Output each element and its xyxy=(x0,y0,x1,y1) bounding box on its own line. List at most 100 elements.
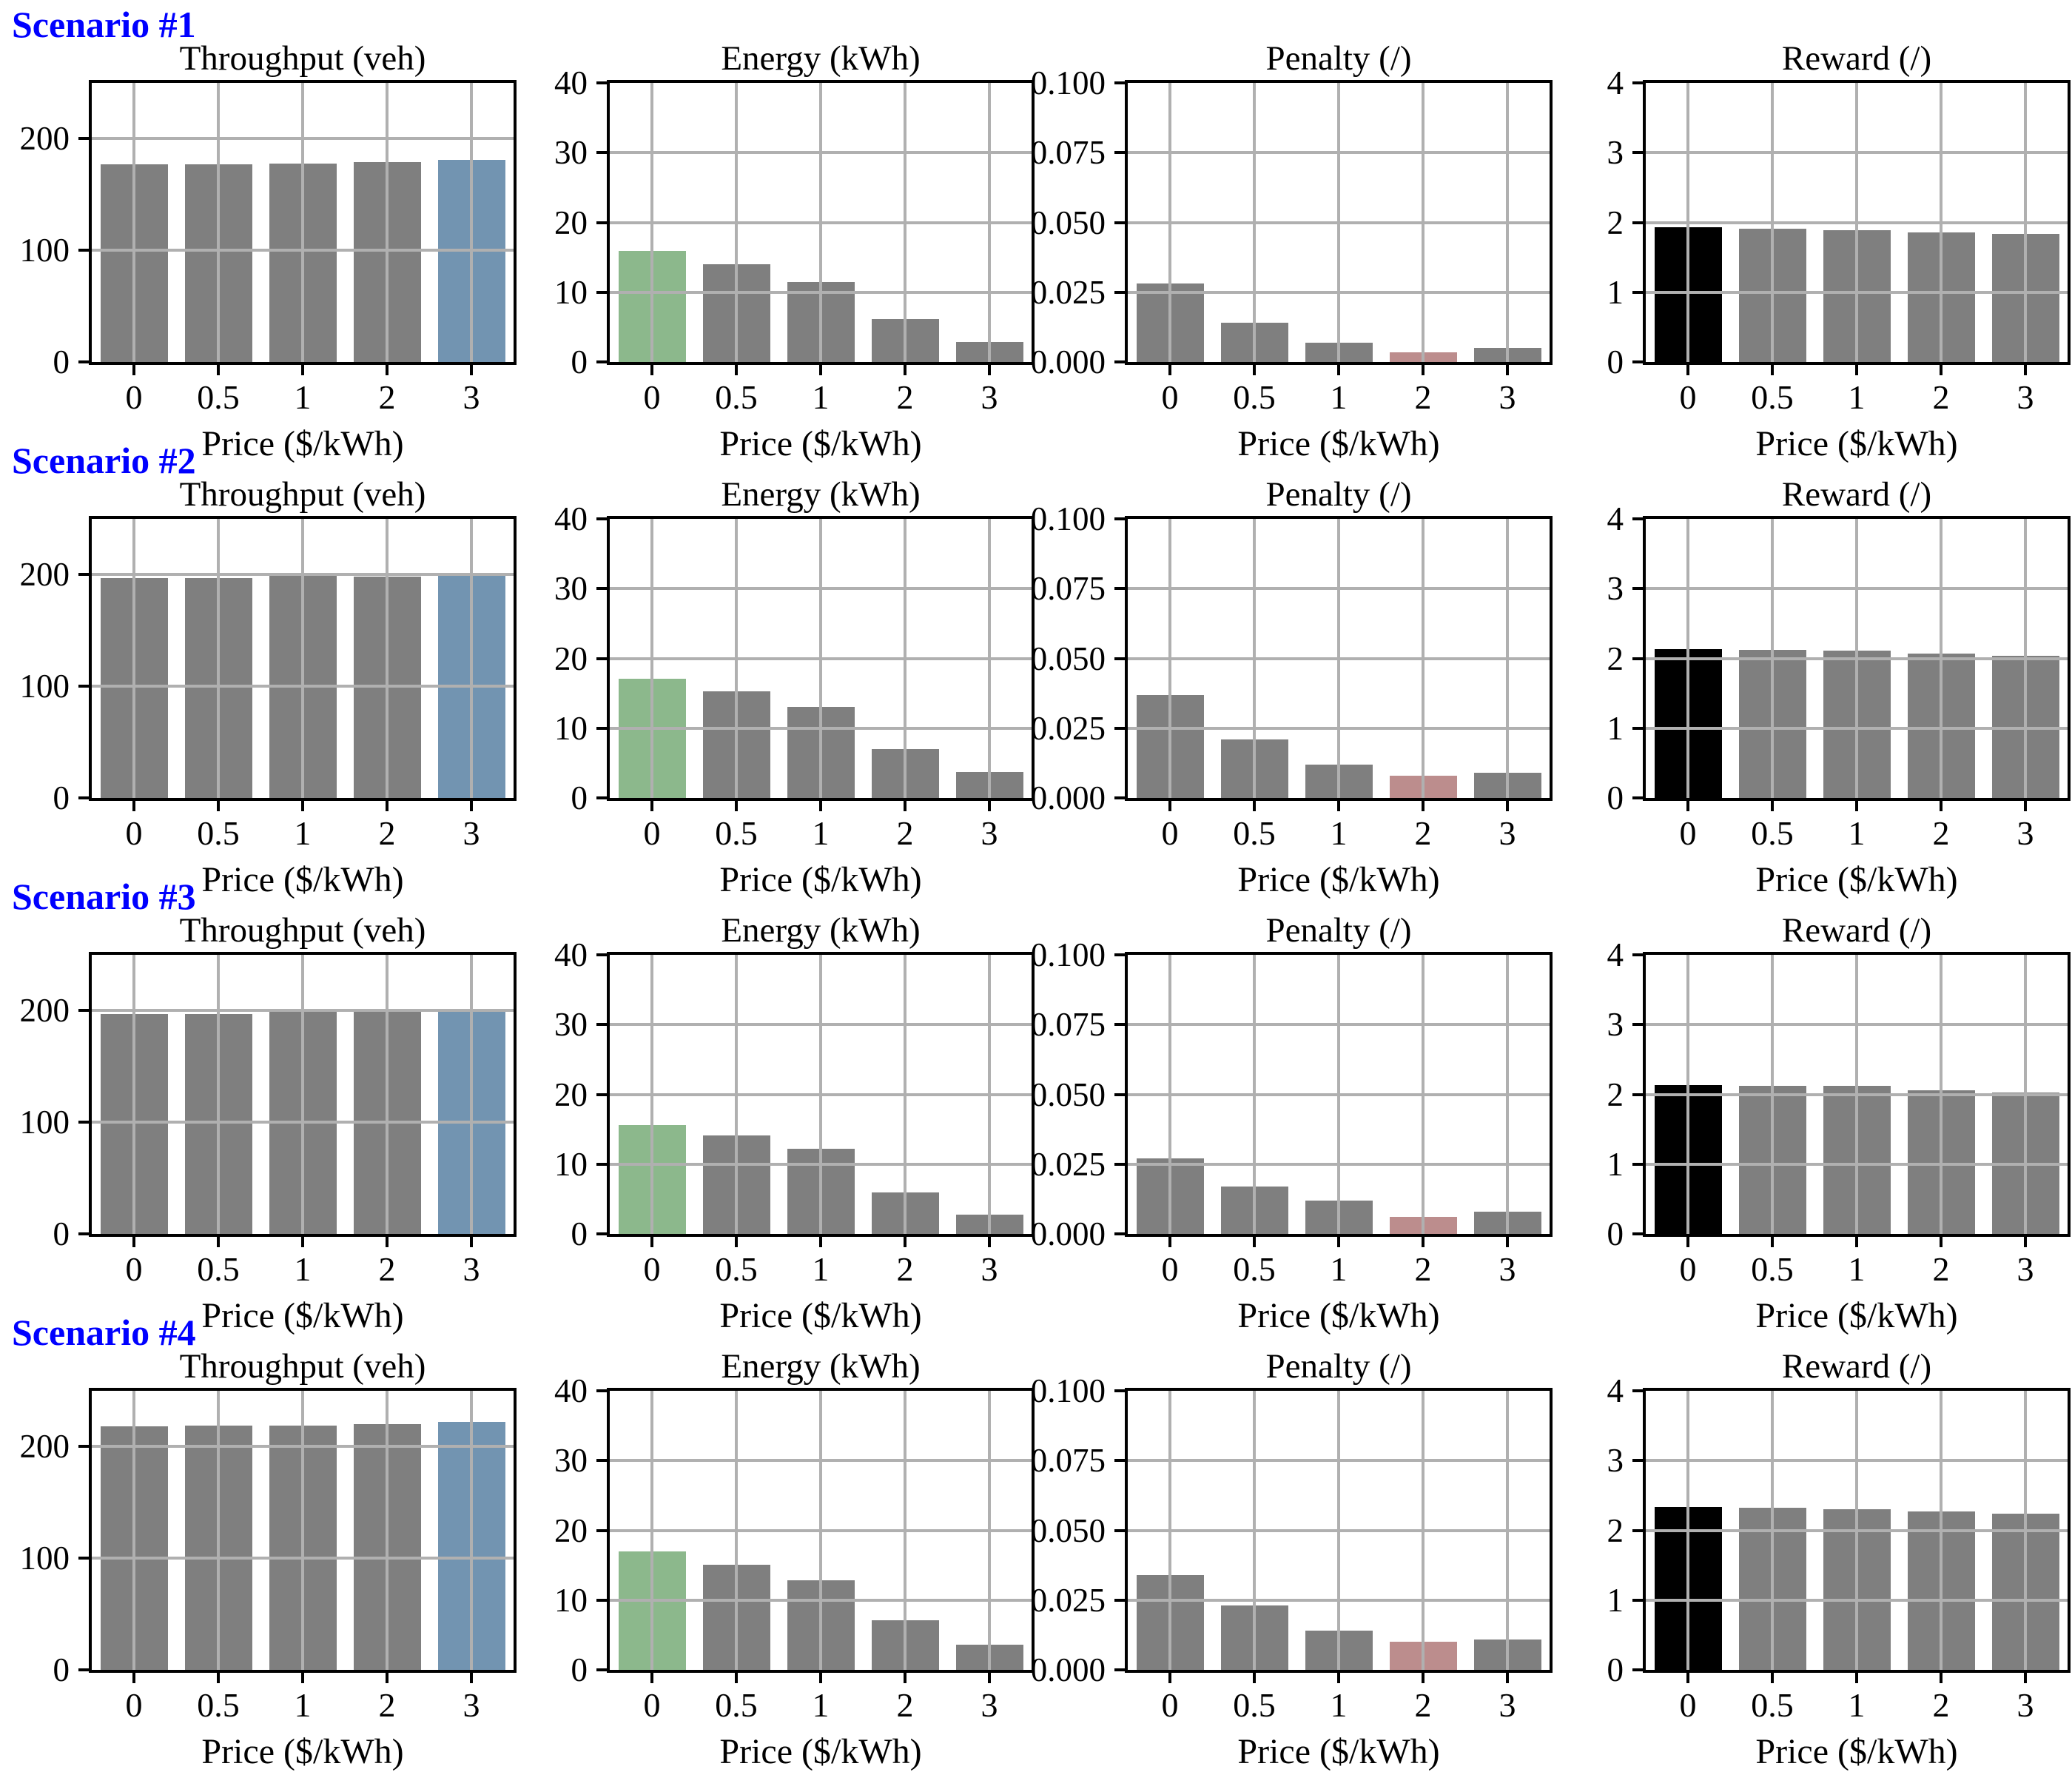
x-tick-label: 0.5 xyxy=(197,1250,240,1288)
x-tick xyxy=(650,801,653,811)
scenario-label: Scenario #1 xyxy=(12,4,196,45)
chart-title: Penalty (/) xyxy=(1265,475,1412,514)
gridline-h xyxy=(92,1445,514,1449)
y-tick xyxy=(1632,796,1643,799)
y-tick xyxy=(1632,1598,1643,1602)
chart-cell: Energy (kWh) 0 10 20 30 40 0 0.5 1 2 3 Price ($/kWh… xyxy=(518,909,1036,1335)
x-tick-label: 1 xyxy=(294,378,312,416)
y-tick-label: 100 xyxy=(19,232,70,269)
y-tick-label: 20 xyxy=(554,640,588,677)
chart-title: Reward (/) xyxy=(1781,39,1932,78)
y-tick-label: 10 xyxy=(554,709,588,747)
x-tick xyxy=(1855,801,1858,811)
y-tick-label: 20 xyxy=(554,204,588,241)
x-tick-label: 0 xyxy=(1161,378,1179,416)
y-tick-label: 40 xyxy=(554,500,588,537)
x-tick xyxy=(386,801,388,811)
x-tick xyxy=(1686,365,1689,375)
x-tick-label: 2 xyxy=(1414,814,1432,852)
y-tick xyxy=(1632,1459,1643,1463)
y-tick xyxy=(78,249,89,252)
y-tick xyxy=(596,290,607,294)
y-tick xyxy=(78,137,89,141)
y-tick xyxy=(78,1445,89,1449)
chart-title: Reward (/) xyxy=(1781,911,1932,950)
y-tick xyxy=(596,1162,607,1166)
x-tick xyxy=(904,365,906,375)
y-tick xyxy=(78,1009,89,1013)
y-tick xyxy=(1632,726,1643,730)
x-axis-label: Price ($/kWh) xyxy=(1237,424,1440,463)
y-tick-label: 0.050 xyxy=(1030,640,1106,677)
x-tick-label: 1 xyxy=(1848,1250,1866,1288)
scenario-label: Scenario #4 xyxy=(12,1312,196,1353)
gridline-h xyxy=(610,221,1032,224)
gridline-h xyxy=(1646,1023,2068,1027)
x-tick xyxy=(1506,365,1509,375)
y-tick-label: 2 xyxy=(1607,1075,1624,1113)
y-tick xyxy=(1114,1598,1125,1602)
y-tick-label: 30 xyxy=(554,1006,588,1044)
y-tick xyxy=(1114,1093,1125,1096)
y-tick-label: 0.100 xyxy=(1030,936,1106,973)
y-tick xyxy=(78,1557,89,1560)
x-tick xyxy=(819,365,822,375)
y-tick xyxy=(596,1389,607,1392)
x-tick-label: 1 xyxy=(812,814,830,852)
y-tick xyxy=(1632,1668,1643,1671)
plot-area: 0 1 2 3 4 0 0.5 1 2 3 Price ($/kWh) xyxy=(1607,64,2071,463)
y-tick-label: 10 xyxy=(554,273,588,311)
gridline-h xyxy=(92,685,514,688)
x-tick xyxy=(1686,801,1689,811)
y-tick xyxy=(596,953,607,956)
chart-title: Reward (/) xyxy=(1781,1347,1932,1386)
y-tick-label: 0 xyxy=(571,779,588,816)
y-tick xyxy=(78,1121,89,1124)
x-tick-label: 1 xyxy=(294,814,312,852)
gridline-v xyxy=(301,519,304,798)
y-tick-label: 200 xyxy=(19,992,70,1030)
x-tick-label: 0 xyxy=(1161,1250,1179,1288)
x-tick-label: 1 xyxy=(1330,1686,1348,1724)
x-tick xyxy=(132,1237,135,1247)
chart-title: Energy (kWh) xyxy=(721,475,921,514)
x-tick xyxy=(988,1237,991,1247)
x-tick-label: 1 xyxy=(812,1686,830,1724)
gridline-h xyxy=(1128,1023,1550,1027)
x-tick xyxy=(470,801,473,811)
x-tick xyxy=(1168,1237,1171,1247)
gridline-v xyxy=(386,1391,388,1670)
x-tick-label: 3 xyxy=(980,1686,998,1724)
x-tick-label: 0 xyxy=(1679,1686,1697,1724)
y-tick xyxy=(1114,1162,1125,1166)
x-tick xyxy=(132,365,135,375)
gridline-h xyxy=(1128,290,1550,294)
y-tick-label: 0.025 xyxy=(1030,1581,1106,1619)
plot-area: 0 1 2 3 4 0 0.5 1 2 3 Price ($/kWh) xyxy=(1607,936,2071,1335)
x-tick xyxy=(217,801,220,811)
x-tick xyxy=(470,1237,473,1247)
gridline-h xyxy=(1646,1093,2068,1096)
y-tick-label: 0 xyxy=(571,1651,588,1688)
y-tick xyxy=(1114,1023,1125,1027)
x-tick xyxy=(1855,1237,1858,1247)
chart-cell: Penalty (/) 0.000 0.025 0.050 0.075 0.100 0 0.5… xyxy=(1031,1345,1554,1771)
y-tick-label: 0 xyxy=(53,779,70,816)
x-tick xyxy=(1422,365,1424,375)
chart-cell: Penalty (/) 0.000 0.025 0.050 0.075 0.100 0 0.5… xyxy=(1031,473,1554,899)
x-axis-label: Price ($/kWh) xyxy=(201,860,404,899)
gridline-v xyxy=(470,955,473,1234)
y-tick-label: 0.050 xyxy=(1030,1511,1106,1549)
chart-cell: Reward (/) 0 1 2 3 4 0 0.5 1 2 3 Price ($/kWh) xyxy=(1554,909,2072,1335)
x-tick-label: 0 xyxy=(643,814,661,852)
gridline-h xyxy=(1646,1459,2068,1463)
y-tick-label: 0.000 xyxy=(1030,1651,1106,1688)
chart-title: Throughput (veh) xyxy=(179,1347,426,1386)
x-tick-label: 2 xyxy=(1932,1250,1950,1288)
x-tick-label: 1 xyxy=(812,378,830,416)
gridline-h xyxy=(1646,1528,2068,1532)
x-axis-label: Price ($/kWh) xyxy=(1237,1296,1440,1335)
x-tick xyxy=(301,801,304,811)
y-tick xyxy=(596,151,607,155)
x-axis-label: Price ($/kWh) xyxy=(1755,860,1958,899)
